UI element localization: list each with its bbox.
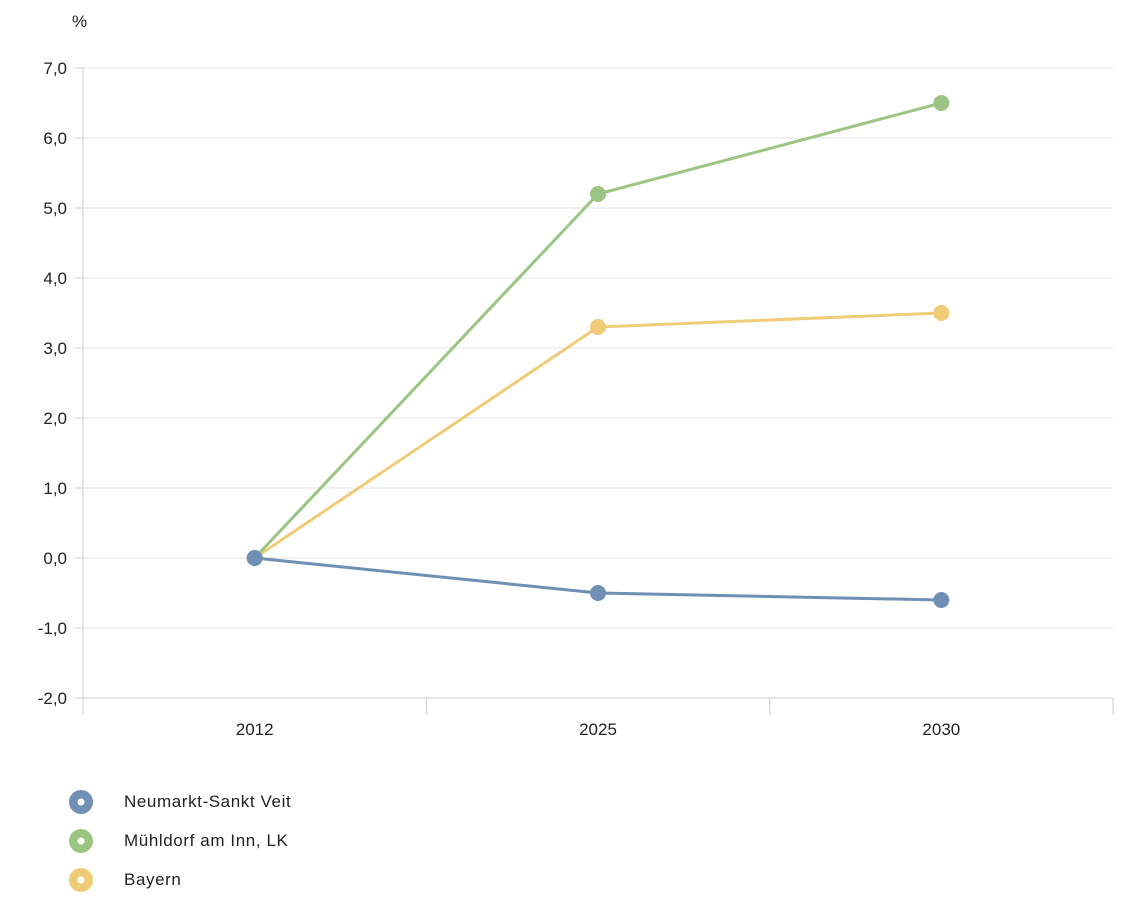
data-point — [246, 550, 263, 566]
legend-label: Bayern — [124, 869, 182, 889]
y-tick-label: 4,0 — [43, 269, 67, 288]
y-tick-label: -2,0 — [38, 689, 67, 708]
data-point — [590, 186, 606, 202]
data-point — [590, 585, 606, 601]
legend-marker-icon — [68, 867, 94, 893]
x-tick-label: 2030 — [922, 720, 960, 739]
y-tick-label: 2,0 — [43, 409, 67, 428]
legend-marker-icon — [68, 828, 94, 854]
legend-label: Neumarkt-Sankt Veit — [124, 791, 292, 811]
data-point — [933, 305, 950, 321]
series-lines — [253, 101, 942, 602]
y-tick-label: 6,0 — [43, 129, 67, 148]
gridlines — [83, 67, 1113, 629]
legend-marker-icon — [68, 789, 94, 815]
legend-label: Mühldorf am Inn, LK — [124, 830, 289, 850]
y-tick-label: 1,0 — [43, 479, 67, 498]
series-points — [246, 95, 950, 608]
axes — [75, 67, 1114, 715]
legend-item: Mühldorf am Inn, LK — [68, 821, 291, 860]
y-axis-tick-labels: 7,0 6,0 5,0 4,0 3,0 2,0 1,0 0,0 -1,0 -2,0 — [38, 59, 67, 708]
data-point — [933, 95, 950, 111]
y-tick-label: 7,0 — [43, 59, 67, 78]
series-line — [253, 311, 942, 560]
y-tick-label: 0,0 — [43, 549, 67, 568]
legend-item: Bayern — [68, 860, 291, 899]
y-tick-label: 3,0 — [43, 339, 67, 358]
y-tick-label: 5,0 — [43, 199, 67, 218]
y-tick-label: -1,0 — [38, 619, 67, 638]
x-tick-label: 2025 — [579, 720, 617, 739]
x-tick-label: 2012 — [236, 720, 274, 739]
legend-item: Neumarkt-Sankt Veit — [68, 782, 291, 821]
line-chart: % 7,06,05,04,03,02,01,00,0-1,0-2,0 2012 2… — [38, 12, 1114, 739]
data-point — [933, 592, 950, 608]
legend: Neumarkt-Sankt Veit Mühldorf am Inn, LK Ba… — [68, 782, 291, 899]
y-axis-unit-label: % — [72, 12, 87, 31]
data-point — [590, 319, 606, 335]
x-axis-tick-labels: 2012 2025 2030 — [236, 720, 960, 739]
